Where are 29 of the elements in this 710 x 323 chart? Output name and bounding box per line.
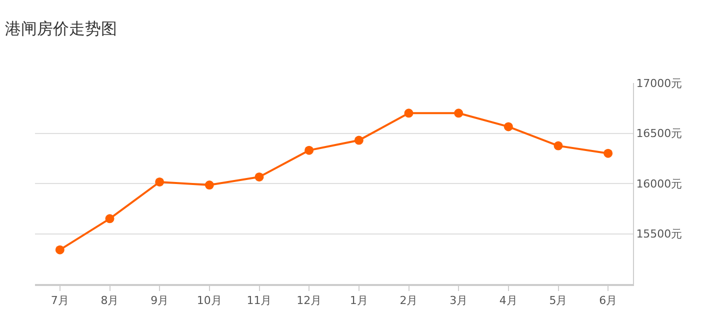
point (105, 214, 114, 224)
x-tick-label: 9月 (150, 294, 169, 308)
point (304, 146, 314, 155)
x-tick-label: 7月 (50, 294, 69, 308)
x-tick-label: 1月 (350, 294, 368, 308)
point (155, 177, 164, 186)
x-tick-label: 8月 (100, 294, 119, 308)
x-tick-label: 2月 (400, 294, 418, 308)
x-tick-label: 10月 (196, 294, 222, 308)
point (55, 245, 64, 254)
point (254, 172, 264, 182)
point (354, 136, 364, 145)
point (454, 108, 464, 118)
x-tick-label: 4月 (499, 294, 518, 308)
x-tick-label: 6月 (599, 294, 618, 308)
point (504, 122, 513, 132)
x-tick-label: 11月 (246, 294, 272, 308)
x-tick-label: 12月 (296, 294, 322, 308)
x-tick-label: 5月 (549, 294, 568, 308)
point (604, 148, 613, 158)
chart-title: 港闸房价走势图 (4, 18, 117, 38)
point (204, 180, 214, 190)
y-tick-label: 16500元 (636, 127, 682, 140)
point (554, 141, 563, 150)
y-tick-label: 16000元 (636, 177, 682, 190)
y-tick-label: 17000元 (636, 76, 682, 90)
y-tick-label: 15500元 (636, 228, 682, 241)
x-tick-label: 3月 (450, 294, 468, 308)
point (404, 108, 414, 118)
